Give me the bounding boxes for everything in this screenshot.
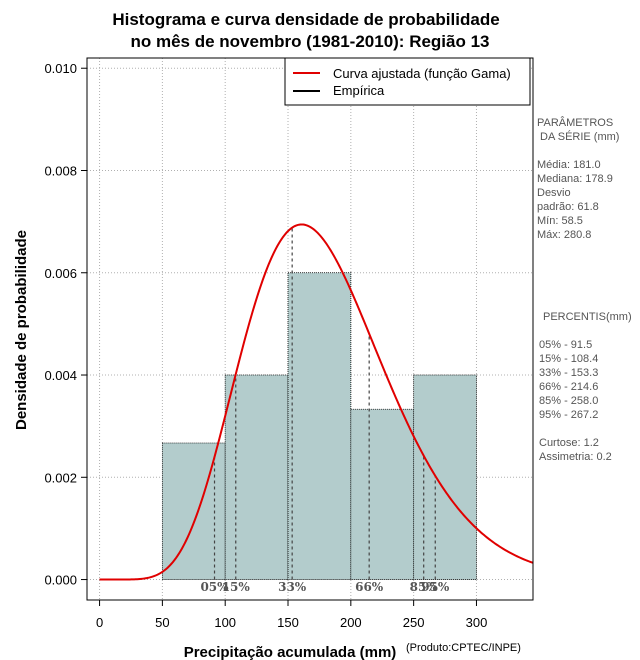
histogram-bar-2 <box>224 374 289 580</box>
legend: Curva ajustada (função Gama) Empírica <box>284 57 531 106</box>
percentile-line-66: 66% - 214.6 <box>539 381 598 393</box>
y-tick-label-0: 0.000 <box>44 573 77 588</box>
percentile-label-15: 15% <box>222 580 251 594</box>
y-tick-label-4: 0.008 <box>44 163 77 178</box>
credit-label: (Produto:CPTEC/INPE) <box>406 642 521 654</box>
percentile-line-05: 05% - 91.5 <box>539 339 592 351</box>
param-mean: Média: 181.0 <box>537 159 601 171</box>
percentile-line-15: 15% - 108.4 <box>539 353 598 365</box>
percentile-label-05: 05% <box>200 580 229 594</box>
param-min: Mín: 58.5 <box>537 215 583 227</box>
x-tick-label-50: 50 <box>155 615 169 630</box>
y-axis-label: Densidade de probabilidade <box>13 230 30 430</box>
percentiles-heading: PERCENTIS(mm) <box>543 311 632 323</box>
y-tick-label-2: 0.004 <box>44 368 77 383</box>
legend-label-fit: Curva ajustada (função Gama) <box>333 66 511 81</box>
percentile-label-95: 95% <box>421 580 450 594</box>
series-parameters-panel: PARÂMETROS DA SÉRIE (mm) Média: 181.0 Me… <box>537 116 619 241</box>
param-median: Mediana: 178.9 <box>537 173 613 185</box>
skewness-value: Assimetria: 0.2 <box>539 451 612 463</box>
percentile-line-95: 95% - 267.2 <box>539 409 598 421</box>
param-stddev-label: Desvio <box>537 187 571 199</box>
histogram-bar-1 <box>161 442 226 580</box>
x-axis-label: Precipitação acumulada (mm) <box>184 644 397 660</box>
y-tick-label-5: 0.010 <box>44 61 77 76</box>
x-axis: 0 50 100 150 200 250 300 <box>96 600 487 630</box>
x-tick-label-0: 0 <box>96 615 103 630</box>
x-tick-label-150: 150 <box>277 615 299 630</box>
percentile-line-33: 33% - 153.3 <box>539 367 598 379</box>
percentile-markers: 05%15% 33% 66% 85%95% <box>200 227 450 594</box>
gamma-fit-curve <box>99 223 534 581</box>
histogram-bar-5 <box>413 374 477 580</box>
percentile-label-33: 33% <box>278 580 307 594</box>
chart-title-line1: Histograma e curva densidade de probabil… <box>112 10 499 29</box>
kurtosis-value: Curtose: 1.2 <box>539 437 599 449</box>
x-tick-label-250: 250 <box>403 615 425 630</box>
param-max: Máx: 280.8 <box>537 229 591 241</box>
x-tick-label-300: 300 <box>466 615 488 630</box>
y-tick-label-3: 0.006 <box>44 266 77 281</box>
histogram-bar-4 <box>350 408 415 580</box>
legend-label-empirical: Empírica <box>333 83 385 98</box>
y-tick-label-1: 0.002 <box>44 470 77 485</box>
percentiles-panel: PERCENTIS(mm) 05% - 91.5 15% - 108.4 33%… <box>539 311 632 463</box>
params-heading-2: DA SÉRIE (mm) <box>540 130 619 143</box>
params-heading-1: PARÂMETROS <box>537 116 613 129</box>
percentile-label-66: 66% <box>355 580 384 594</box>
histogram-bar-3 <box>287 272 352 580</box>
histogram-bars <box>161 272 477 580</box>
chart-title-line2: no mês de novembro (1981-2010): Região 1… <box>130 32 489 51</box>
param-stddev: padrão: 61.8 <box>537 201 599 213</box>
x-tick-label-100: 100 <box>214 615 236 630</box>
legend-box <box>284 57 531 106</box>
y-axis: 0.000 0.002 0.004 0.006 0.008 0.010 <box>44 61 87 588</box>
percentile-line-85: 85% - 258.0 <box>539 395 598 407</box>
percentile-label-85: 85% <box>410 580 439 594</box>
x-tick-label-200: 200 <box>340 615 362 630</box>
